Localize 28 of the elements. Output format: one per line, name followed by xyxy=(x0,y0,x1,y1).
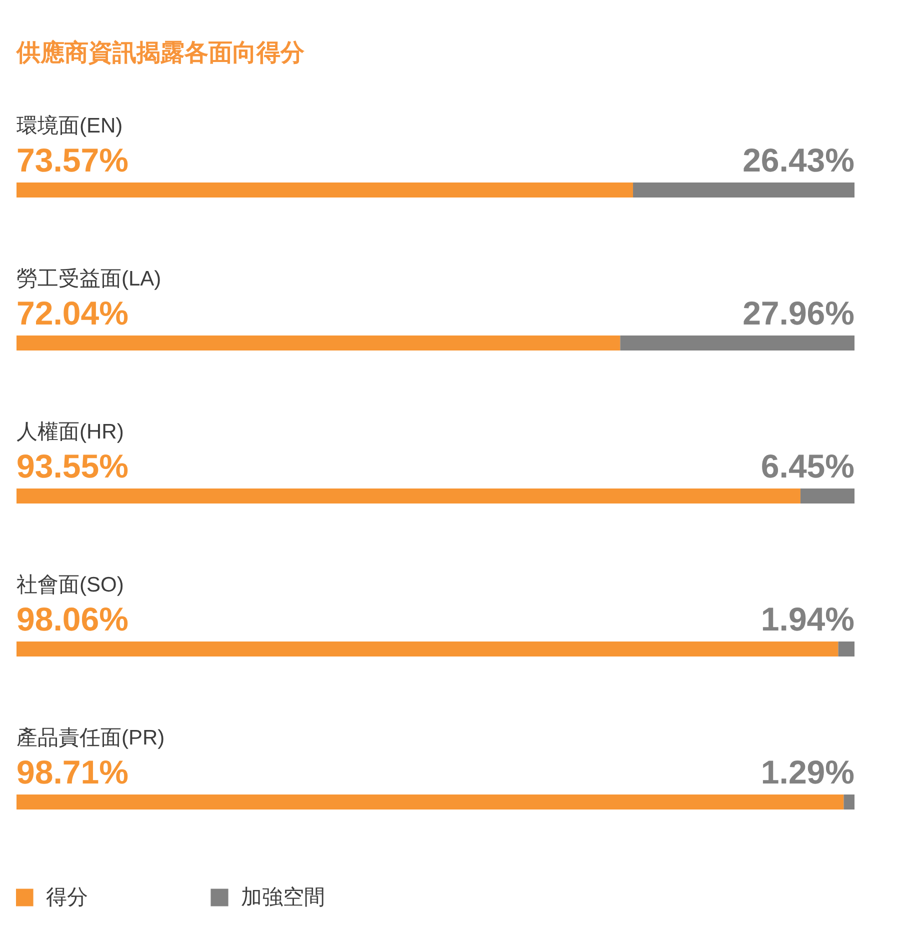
y-tick-label: 勞工受益面(LA) xyxy=(16,268,162,290)
bar xyxy=(620,336,854,350)
data-label: 1.29% xyxy=(760,754,855,790)
legend-label: 加強空間 xyxy=(241,885,325,911)
data-label: 93.55% xyxy=(16,448,128,484)
bar xyxy=(16,182,634,198)
bar xyxy=(16,794,844,810)
chart-title: 供應商資訊揭露各面向得分 xyxy=(16,40,306,66)
bar xyxy=(16,642,838,656)
legend-label: 得分 xyxy=(46,885,88,911)
bar xyxy=(838,642,854,656)
data-label: 98.06% xyxy=(16,600,128,638)
bar xyxy=(633,182,854,198)
bar xyxy=(800,488,854,504)
data-label: 26.43% xyxy=(742,142,855,178)
y-tick-label: 社會面(SO) xyxy=(16,574,124,596)
data-label: 6.45% xyxy=(760,448,855,484)
data-label: 27.96% xyxy=(742,294,855,332)
bar xyxy=(16,488,800,504)
y-tick-label: 人權面(HR) xyxy=(16,420,124,444)
bar xyxy=(16,336,620,350)
y-tick-label: 環境面(EN) xyxy=(16,114,123,138)
data-label: 98.71% xyxy=(16,754,128,790)
y-tick-label: 產品責任面(PR) xyxy=(16,726,165,750)
data-label: 72.04% xyxy=(16,294,128,332)
data-label: 73.57% xyxy=(16,142,128,178)
bar xyxy=(844,794,854,810)
data-label: 1.94% xyxy=(760,600,855,638)
